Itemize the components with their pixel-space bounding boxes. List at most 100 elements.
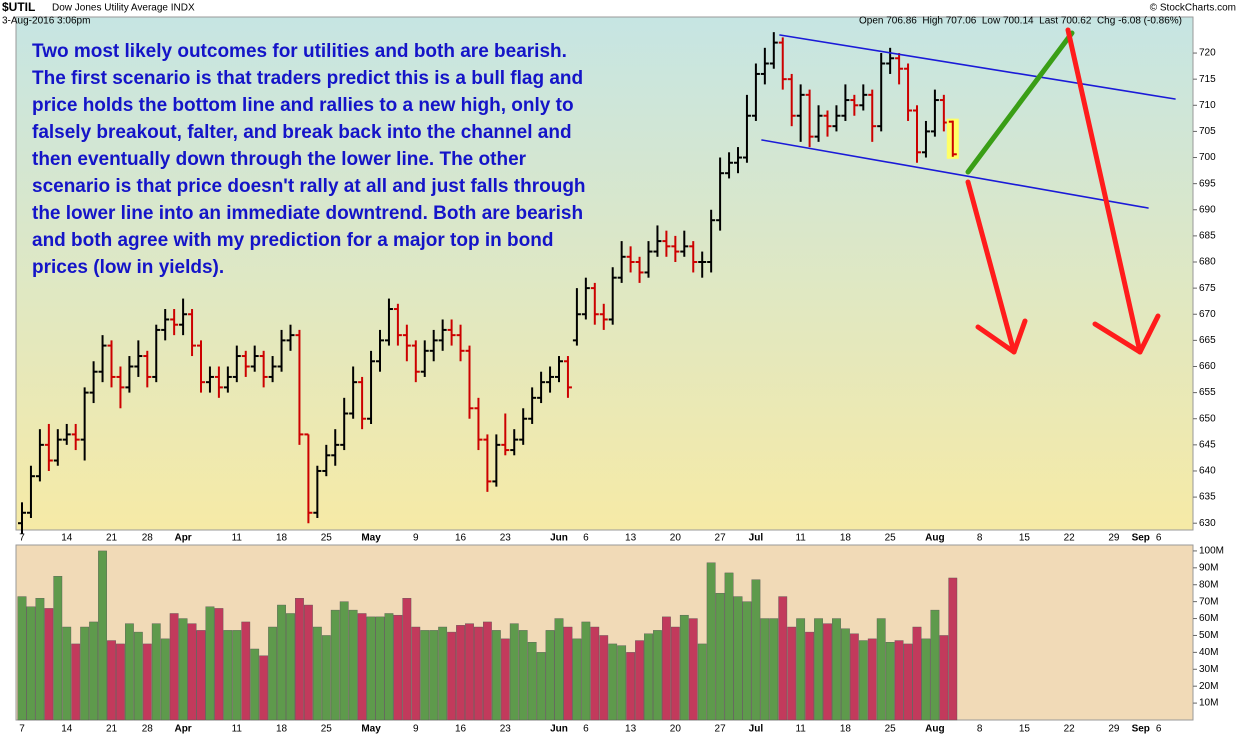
x-tick-label: 29	[1108, 724, 1120, 735]
volume-bar	[599, 635, 609, 721]
volume-bar	[483, 621, 492, 721]
volume-bar	[420, 630, 430, 721]
volume-bar	[89, 621, 99, 721]
y-tick-label: 680	[1199, 257, 1216, 268]
x-tick-label: 6	[1156, 724, 1162, 735]
x-tick-label: 21	[106, 533, 118, 544]
x-tick-label: Aug	[925, 724, 944, 735]
volume-bar	[805, 631, 815, 721]
volume-bar	[393, 614, 403, 721]
x-tick-label: 16	[455, 724, 467, 735]
x-tick-label: Apr	[174, 724, 191, 735]
volume-bar	[662, 616, 671, 721]
volume-bar	[724, 572, 734, 721]
x-tick-label: 25	[321, 533, 333, 544]
volume-bar	[160, 638, 170, 721]
y-tick-label: 675	[1199, 283, 1216, 294]
x-tick-label: 11	[795, 533, 806, 544]
x-tick-label: 23	[500, 533, 512, 544]
volume-bar	[17, 596, 27, 721]
y-tick-label: 700	[1199, 152, 1216, 163]
volume-y-tick-label: 50M	[1199, 630, 1218, 641]
volume-bar	[769, 618, 779, 721]
x-tick-label: May	[361, 533, 381, 544]
volume-bar	[205, 606, 215, 721]
y-tick-label: 645	[1199, 439, 1216, 450]
x-tick-label: Sep	[1132, 533, 1150, 544]
volume-bar	[151, 623, 161, 721]
volume-bar	[214, 608, 224, 721]
volume-bar	[339, 601, 349, 721]
x-tick-label: 7	[19, 533, 25, 544]
y-tick-label: 670	[1199, 309, 1216, 320]
volume-bar	[581, 621, 591, 721]
x-tick-label: 18	[840, 533, 852, 544]
volume-bar	[858, 640, 868, 721]
volume-y-tick-label: 70M	[1199, 596, 1218, 607]
y-tick-label: 650	[1199, 413, 1216, 424]
x-tick-label: Jun	[550, 533, 568, 544]
volume-bar	[465, 623, 474, 721]
x-tick-label: 15	[1019, 533, 1031, 544]
volume-y-tick-label: 80M	[1199, 579, 1218, 590]
y-tick-label: 660	[1199, 361, 1216, 372]
x-tick-label: 29	[1108, 533, 1120, 544]
volume-bar	[903, 643, 913, 721]
x-tick-label: 27	[715, 533, 727, 544]
volume-bar	[26, 606, 36, 721]
x-tick-label: 9	[413, 724, 419, 735]
x-tick-label: 13	[625, 724, 637, 735]
volume-bar	[679, 614, 689, 721]
volume-bar	[688, 618, 698, 721]
volume-bar	[760, 618, 770, 721]
quote: Open 706.86 High 707.06 Low 700.14 Last …	[859, 16, 1182, 27]
volume-y-tick-label: 10M	[1199, 698, 1218, 709]
volume-bar	[823, 623, 832, 721]
volume-bar	[742, 601, 752, 721]
volume-bar	[590, 626, 600, 721]
x-tick-label: 6	[583, 533, 589, 544]
volume-bar	[295, 598, 304, 721]
x-tick-label: 18	[276, 533, 288, 544]
x-tick-label: May	[361, 724, 381, 735]
volume-bar	[841, 628, 850, 721]
x-tick-label: 18	[276, 724, 288, 735]
y-tick-label: 630	[1199, 518, 1216, 529]
x-tick-label: 9	[413, 533, 419, 544]
x-tick-label: Sep	[1132, 724, 1150, 735]
y-tick-label: 705	[1199, 126, 1216, 137]
x-tick-label: 14	[61, 533, 73, 544]
x-tick-label: 11	[232, 724, 243, 735]
volume-bar	[357, 613, 367, 721]
volume-bar	[608, 643, 618, 721]
volume-bar	[259, 655, 269, 721]
volume-y-tick-label: 20M	[1199, 681, 1218, 692]
security-name: Dow Jones Utility Average INDX	[52, 3, 195, 14]
volume-bar	[107, 640, 116, 721]
drop-arrow-head	[975, 318, 1028, 355]
volume-bar	[500, 638, 510, 721]
volume-bar	[80, 626, 90, 721]
x-tick-label: 11	[232, 533, 243, 544]
volume-bar	[715, 592, 725, 721]
y-tick-label: 715	[1199, 74, 1216, 85]
volume-bar	[787, 626, 797, 721]
volume-bar	[250, 648, 260, 721]
volume-bar	[536, 652, 546, 721]
volume-bar	[411, 626, 421, 721]
x-tick-label: 20	[670, 533, 682, 544]
x-tick-label: 20	[670, 724, 682, 735]
volume-bar	[626, 652, 636, 721]
volume-y-tick-label: 90M	[1199, 562, 1218, 573]
volume-bar	[187, 623, 197, 721]
x-tick-label: 14	[61, 724, 73, 735]
volume-bar	[733, 596, 743, 721]
x-tick-label: 25	[885, 533, 897, 544]
x-tick-label: 16	[455, 533, 467, 544]
volume-bar	[366, 616, 376, 721]
volume-bar	[912, 626, 922, 721]
volume-bar	[268, 626, 277, 721]
volume-bar	[921, 638, 931, 721]
